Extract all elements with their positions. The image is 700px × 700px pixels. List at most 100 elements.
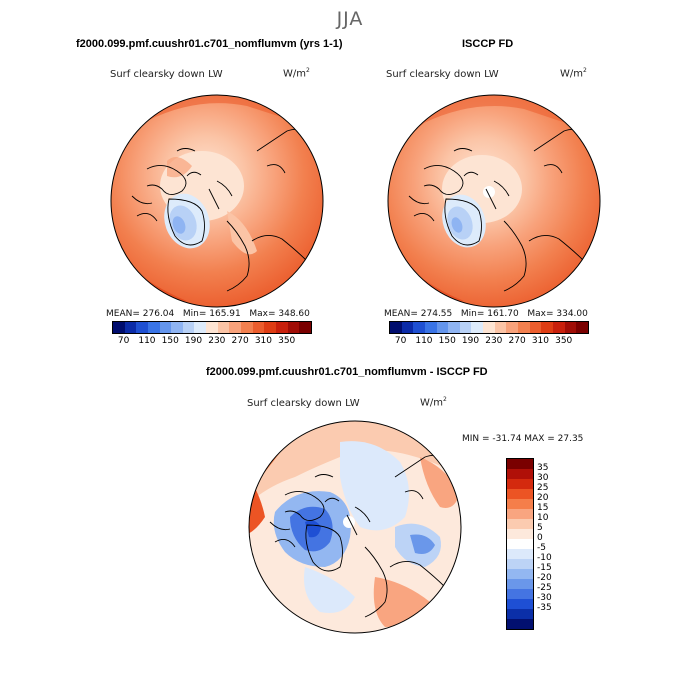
colorbar-tick-label: 5 xyxy=(537,523,543,533)
colorbar-swatch xyxy=(413,322,425,333)
colorbar-swatch xyxy=(576,322,588,333)
colorbar-tick-label: 310 xyxy=(531,336,549,346)
colorbar-swatch xyxy=(541,322,553,333)
colorbar-swatch xyxy=(507,509,533,519)
season-title: JJA xyxy=(336,8,364,30)
colorbar-tick-label: -10 xyxy=(537,553,552,563)
colorbar-tick-label: 15 xyxy=(537,503,549,513)
obs-colorbar xyxy=(389,321,589,334)
colorbar-swatch xyxy=(529,322,542,333)
colorbar-tick-label: 35 xyxy=(537,463,549,473)
colorbar-swatch xyxy=(390,322,402,333)
colorbar-swatch xyxy=(507,619,533,629)
colorbar-swatch xyxy=(287,322,300,333)
colorbar-swatch xyxy=(507,519,533,529)
colorbar-tick-label: 190 xyxy=(184,336,203,346)
colorbar-swatch xyxy=(507,499,533,509)
colorbar-tick-label: 310 xyxy=(254,336,272,346)
colorbar-swatch xyxy=(518,322,530,333)
colorbar-tick-label: -30 xyxy=(537,593,552,603)
colorbar-tick-label: 230 xyxy=(485,336,503,346)
colorbar-swatch xyxy=(483,322,495,333)
colorbar-swatch xyxy=(506,322,519,333)
colorbar-tick-label: 110 xyxy=(138,336,156,346)
colorbar-swatch xyxy=(507,549,533,559)
colorbar-tick-label: -5 xyxy=(537,543,546,553)
colorbar-swatch xyxy=(507,609,533,619)
colorbar-tick-label: 70 xyxy=(394,336,407,346)
diff-colorbar-ticks: 35 30 25 20 15 10 5 0 -5 -10 -15 -20 -25 -30 -35 xyxy=(537,458,577,628)
colorbar-swatch xyxy=(401,322,414,333)
obs-polar-map xyxy=(387,94,601,308)
colorbar-tick-label: -25 xyxy=(537,583,552,593)
model-panel-title: f2000.099.pmf.cuushr01.c701_nomflumvm (y… xyxy=(76,38,343,50)
model-colorbar-ticks: 70 110 150 190 230 270 310 350 xyxy=(112,336,310,348)
colorbar-swatch xyxy=(241,322,253,333)
obs-colorbar-ticks: 70 110 150 190 230 270 310 350 xyxy=(389,336,587,348)
colorbar-swatch xyxy=(147,322,160,333)
diff-colorbar xyxy=(506,458,534,630)
colorbar-swatch xyxy=(264,322,276,333)
colorbar-swatch xyxy=(217,322,230,333)
colorbar-tick-label: -15 xyxy=(537,563,552,573)
colorbar-swatch xyxy=(113,322,125,333)
colorbar-tick-label: 270 xyxy=(231,336,249,346)
colorbar-tick-label: 10 xyxy=(537,513,549,523)
diff-panel-title: f2000.099.pmf.cuushr01.c701_nomflumvm - … xyxy=(206,366,488,378)
colorbar-swatch xyxy=(252,322,265,333)
model-variable-label: Surf clearsky down LW xyxy=(110,69,223,80)
diff-units-label: W/m2 xyxy=(420,396,447,409)
colorbar-tick-label: 150 xyxy=(161,336,179,346)
colorbar-tick-label: 25 xyxy=(537,483,549,493)
colorbar-swatch xyxy=(299,322,311,333)
colorbar-swatch xyxy=(507,589,533,599)
colorbar-swatch xyxy=(507,459,533,469)
colorbar-tick-label: 150 xyxy=(438,336,456,346)
colorbar-swatch xyxy=(494,322,507,333)
diff-polar-map xyxy=(248,420,462,634)
colorbar-swatch xyxy=(507,539,533,549)
diff-minmax: MIN = -31.74 MAX = 27.35 xyxy=(462,434,584,444)
colorbar-swatch xyxy=(275,322,288,333)
colorbar-tick-label: 70 xyxy=(117,336,130,346)
colorbar-swatch xyxy=(507,599,533,609)
colorbar-tick-label: 270 xyxy=(508,336,526,346)
colorbar-swatch xyxy=(507,489,533,499)
colorbar-swatch xyxy=(552,322,565,333)
colorbar-swatch xyxy=(471,322,484,333)
colorbar-swatch xyxy=(507,569,533,579)
colorbar-tick-label: 190 xyxy=(461,336,480,346)
colorbar-swatch xyxy=(507,559,533,569)
colorbar-swatch xyxy=(564,322,577,333)
colorbar-tick-label: 30 xyxy=(537,473,549,483)
colorbar-swatch xyxy=(448,322,460,333)
obs-variable-label: Surf clearsky down LW xyxy=(386,69,499,80)
model-units-label: W/m2 xyxy=(283,67,310,80)
colorbar-swatch xyxy=(159,322,172,333)
colorbar-tick-label: 350 xyxy=(278,336,296,346)
colorbar-swatch xyxy=(507,529,533,539)
diff-variable-label: Surf clearsky down LW xyxy=(247,398,360,409)
colorbar-swatch xyxy=(124,322,137,333)
obs-units-label: W/m2 xyxy=(560,67,587,80)
obs-stats: MEAN= 274.55 Min= 161.70 Max= 334.00 xyxy=(384,309,588,319)
colorbar-swatch xyxy=(229,322,242,333)
model-stats: MEAN= 276.04 Min= 165.91 Max= 348.60 xyxy=(106,309,310,319)
colorbar-tick-label: 230 xyxy=(208,336,226,346)
model-colorbar xyxy=(112,321,312,334)
obs-panel-title: ISCCP FD xyxy=(462,38,514,50)
colorbar-swatch xyxy=(424,322,437,333)
colorbar-swatch xyxy=(507,479,533,489)
model-polar-map xyxy=(110,94,324,308)
colorbar-swatch xyxy=(206,322,218,333)
colorbar-swatch xyxy=(436,322,449,333)
colorbar-tick-label: 0 xyxy=(537,533,543,543)
colorbar-swatch xyxy=(171,322,183,333)
colorbar-swatch xyxy=(507,579,533,589)
colorbar-swatch xyxy=(136,322,148,333)
colorbar-swatch xyxy=(182,322,195,333)
colorbar-tick-label: -35 xyxy=(537,603,552,613)
colorbar-swatch xyxy=(194,322,207,333)
colorbar-tick-label: -20 xyxy=(537,573,552,583)
colorbar-tick-label: 20 xyxy=(537,493,549,503)
